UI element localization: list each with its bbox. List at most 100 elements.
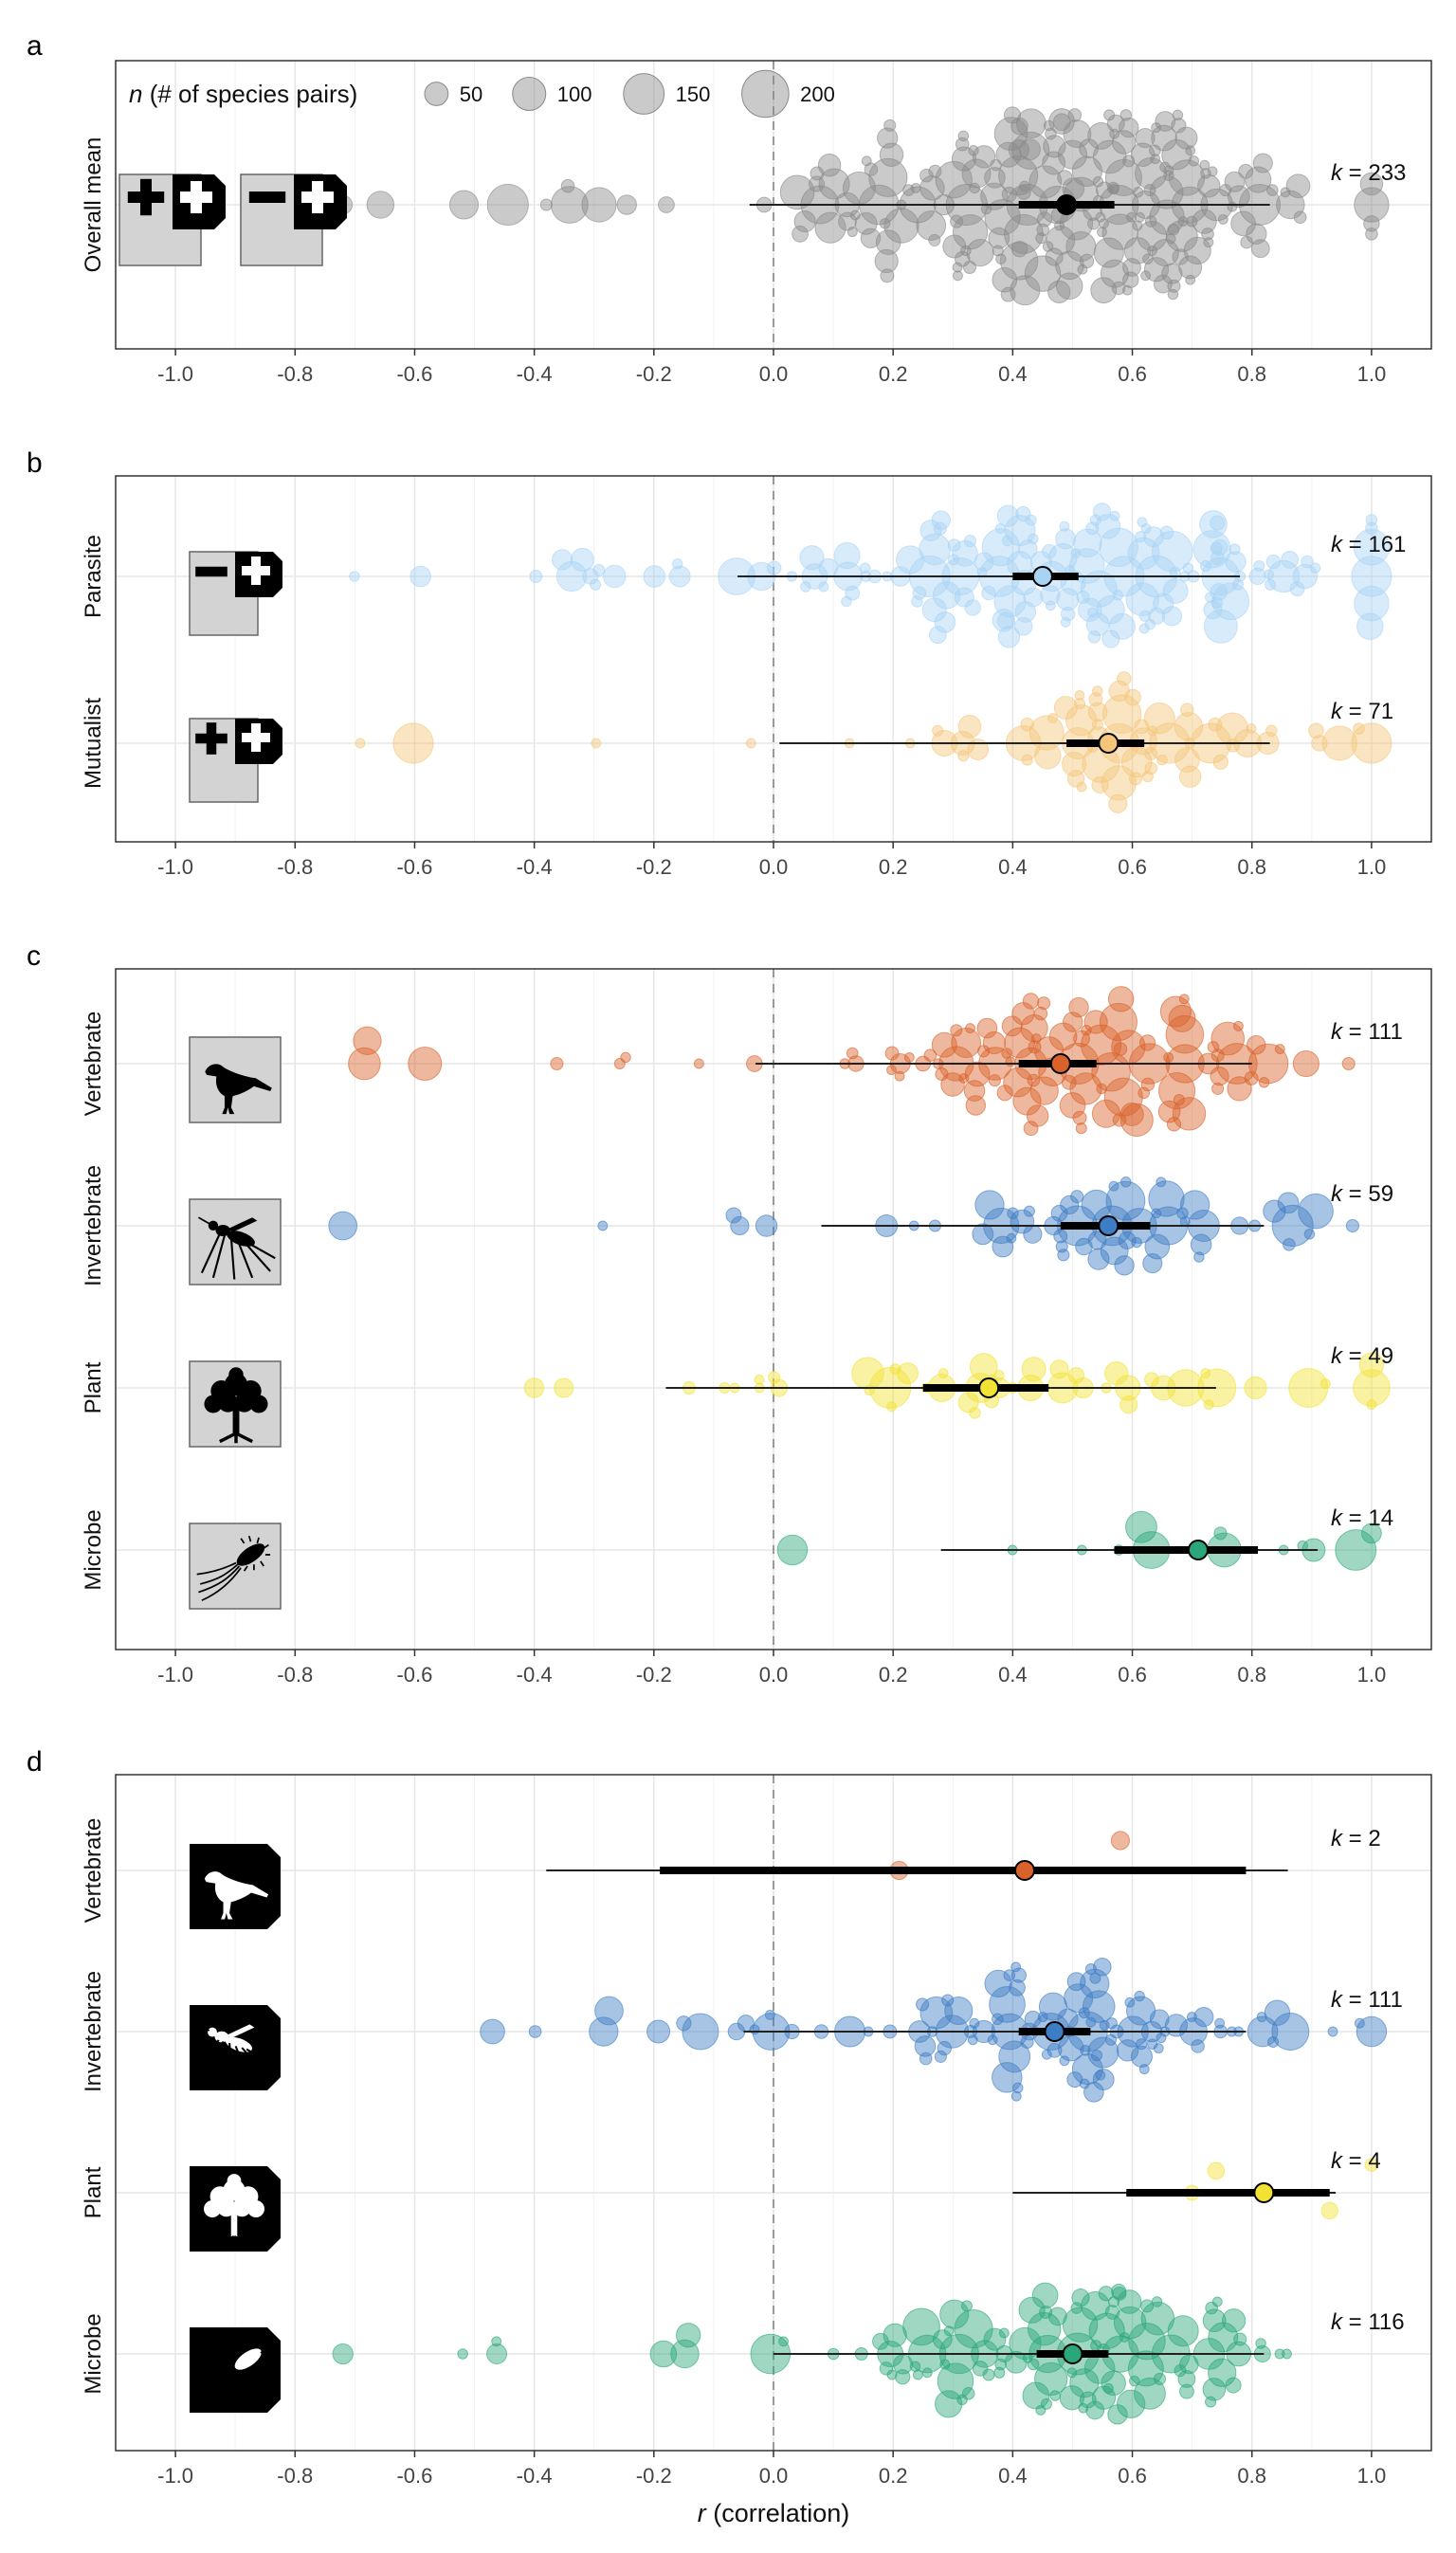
data-point <box>1205 2396 1217 2408</box>
data-point <box>833 541 861 570</box>
data-point <box>1090 277 1118 304</box>
data-point <box>1087 629 1101 644</box>
data-point <box>1027 1073 1041 1087</box>
x-tick-label: 1.0 <box>1357 855 1387 879</box>
panel-c: c -1.0 -0.8 -0.6 -0.4 -0.2 0.0 0.2 0.4 0.6 0.8 1.0 V… <box>27 940 1432 1687</box>
data-point <box>1001 1015 1023 1037</box>
data-point <box>779 174 815 210</box>
data-point <box>1173 1094 1185 1106</box>
data-point <box>1186 2012 1197 2023</box>
data-point <box>1049 2390 1061 2401</box>
data-point <box>1132 187 1144 198</box>
data-point <box>1138 610 1151 622</box>
data-point <box>1068 996 1089 1018</box>
row-label: Vertebrate <box>81 1818 106 1924</box>
x-tick-label: 1.0 <box>1357 1663 1387 1687</box>
data-point <box>1120 1176 1132 1188</box>
data-point <box>993 2366 1006 2379</box>
data-point <box>570 547 594 572</box>
row-label: Overall mean <box>81 137 106 273</box>
data-point <box>1081 1025 1092 1036</box>
data-point <box>1087 607 1099 618</box>
data-point <box>597 1220 609 1231</box>
data-point <box>1105 1180 1146 1221</box>
data-point <box>1250 239 1270 259</box>
data-point <box>1167 223 1180 236</box>
mean-estimate <box>1253 2182 1275 2203</box>
data-point <box>1180 702 1194 718</box>
data-point <box>1129 2375 1140 2387</box>
x-tick-label: -0.6 <box>396 855 432 879</box>
minus-icon <box>248 191 286 203</box>
data-point <box>408 1047 443 1081</box>
data-point <box>355 738 366 749</box>
data-point <box>1109 510 1120 521</box>
data-point <box>1280 187 1291 198</box>
data-point <box>1118 1231 1137 1249</box>
data-point <box>1047 713 1058 724</box>
data-point <box>1335 1529 1377 1571</box>
data-point <box>911 595 923 608</box>
data-point <box>1069 1072 1102 1105</box>
data-point <box>1166 1117 1182 1132</box>
data-point <box>965 1023 975 1034</box>
data-point <box>992 266 1018 293</box>
x-tick-label: -0.6 <box>396 2464 432 2488</box>
data-point <box>932 2329 953 2349</box>
legend-title: n (# of species pairs) <box>129 80 357 108</box>
data-point <box>550 1056 564 1071</box>
data-point <box>1039 2305 1053 2320</box>
data-point <box>725 1207 742 1224</box>
data-point <box>643 565 666 588</box>
data-point <box>1192 209 1217 234</box>
data-point <box>1117 671 1132 686</box>
data-point <box>1282 2348 1292 2360</box>
data-point <box>999 242 1039 281</box>
data-point <box>1035 232 1047 245</box>
data-point <box>977 1045 991 1058</box>
data-point <box>1110 1831 1131 1851</box>
data-point <box>963 535 977 548</box>
x-tick-label: -0.6 <box>396 362 432 386</box>
data-point <box>793 210 816 233</box>
x-tick-label: -0.2 <box>636 362 672 386</box>
data-point <box>1211 1082 1225 1095</box>
data-point <box>1089 514 1101 526</box>
data-point <box>1147 245 1158 256</box>
legend-size-label: 200 <box>800 82 835 106</box>
data-point <box>1035 2404 1046 2416</box>
x-tick-label: 0.8 <box>1237 1663 1266 1687</box>
data-point <box>603 564 627 589</box>
data-point <box>1168 1004 1196 1032</box>
data-point <box>1077 264 1088 275</box>
data-point <box>749 2024 760 2035</box>
data-point <box>818 557 839 578</box>
data-point <box>1104 158 1143 196</box>
data-point <box>1199 559 1211 573</box>
data-point <box>1090 2050 1103 2062</box>
data-point <box>1309 562 1321 574</box>
data-point <box>1049 1359 1069 1379</box>
data-point <box>1201 227 1214 241</box>
data-point <box>919 168 934 183</box>
data-point <box>1364 2158 1379 2172</box>
data-point <box>992 245 1004 257</box>
data-point <box>997 626 1021 648</box>
data-point <box>730 1215 750 1236</box>
data-point <box>928 164 942 178</box>
data-point <box>1132 220 1143 231</box>
data-point <box>1158 1072 1196 1110</box>
x-tick-label: -1.0 <box>157 855 193 879</box>
data-point <box>1090 2340 1102 2352</box>
data-point <box>1147 725 1158 737</box>
data-point <box>1010 117 1028 136</box>
data-point <box>969 182 980 194</box>
data-point <box>998 2040 1031 2073</box>
data-point <box>874 248 899 274</box>
data-point <box>872 2332 889 2350</box>
plus-icon <box>312 181 323 213</box>
data-point <box>992 2013 1004 2026</box>
data-point <box>764 2009 775 2020</box>
row-label: Mutualist <box>81 698 106 789</box>
data-point <box>919 2052 933 2066</box>
